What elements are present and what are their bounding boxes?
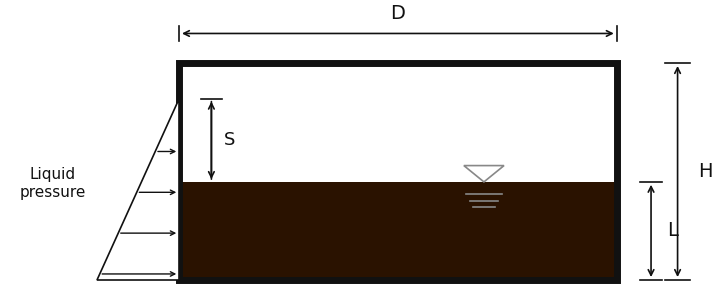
Text: H: H bbox=[697, 162, 712, 181]
Text: D: D bbox=[391, 4, 405, 23]
Bar bbox=[179, 182, 617, 280]
Text: S: S bbox=[225, 131, 235, 149]
Bar bbox=[179, 63, 617, 280]
Polygon shape bbox=[97, 99, 179, 280]
Text: Liquid
pressure: Liquid pressure bbox=[19, 167, 86, 200]
Text: L: L bbox=[667, 221, 678, 241]
